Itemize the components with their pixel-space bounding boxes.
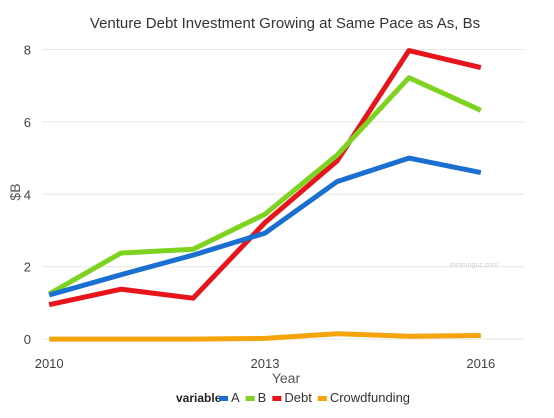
series-lines [47, 48, 482, 342]
legend: variable A B Debt Crowdfunding [176, 390, 410, 405]
legend-swatch-a [219, 396, 228, 401]
y-axis-ticks: 0 2 4 6 8 [24, 42, 31, 347]
gridlines [42, 48, 524, 340]
x-tick-label: 2016 [466, 356, 495, 371]
y-tick-label: 2 [24, 260, 31, 275]
legend-label-crowdfunding: Crowdfunding [330, 390, 410, 405]
legend-label-a: A [231, 390, 240, 405]
series-line-a [48, 155, 482, 298]
legend-title: variable [176, 391, 222, 405]
legend-label-debt: Debt [284, 390, 312, 405]
series-line-crowdfunding [49, 331, 481, 342]
x-axis-label: Year [272, 370, 301, 386]
series-line-b [47, 75, 482, 297]
legend-swatch-b [245, 396, 255, 401]
x-tick-label: 2010 [35, 356, 64, 371]
y-tick-label: 0 [24, 332, 31, 347]
legend-label-b: B [258, 390, 267, 405]
legend-swatch-debt [272, 396, 282, 401]
y-tick-label: 6 [24, 115, 31, 130]
chart-title: Venture Debt Investment Growing at Same … [90, 15, 480, 32]
x-tick-label: 2013 [251, 356, 280, 371]
watermark: tomtunguz.com [450, 262, 498, 269]
x-axis-ticks: 2010 2013 2016 [35, 356, 496, 371]
y-tick-label: 8 [24, 42, 31, 57]
y-tick-label: 4 [24, 187, 31, 202]
y-axis-label: $B [7, 183, 23, 200]
series-line-debt [48, 48, 482, 308]
legend-swatch-crowdfunding [317, 396, 327, 401]
